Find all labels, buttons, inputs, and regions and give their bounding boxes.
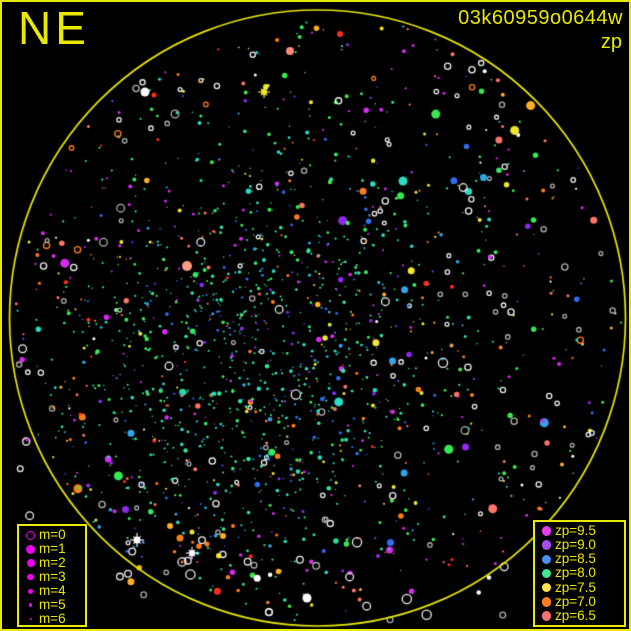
- legend-label: zp=9.0: [555, 537, 596, 553]
- legend-label: m=2: [39, 555, 66, 570]
- legend-entry: m=4: [22, 584, 82, 598]
- legend-label: zp=8.5: [555, 551, 596, 567]
- legend-entry: zp=8.5: [538, 552, 621, 566]
- zeropoint-legend: zp=9.5 zp=9.0 zp=8.5 zp=8.0 zp=7.5 zp=7.0 zp=6…: [533, 520, 626, 627]
- legend-label: zp=7.0: [555, 593, 596, 609]
- legend-label: m=4: [39, 583, 66, 598]
- legend-label: zp=9.5: [555, 523, 596, 539]
- filled-circle-symbol: [22, 559, 39, 567]
- legend-label: zp=7.5: [555, 579, 596, 595]
- legend-label: m=5: [39, 597, 66, 612]
- filled-circle-symbol: [538, 611, 555, 621]
- legend-label: m=3: [39, 569, 66, 584]
- filled-circle-symbol: [22, 618, 39, 620]
- filled-circle-symbol: [538, 568, 555, 579]
- legend-entry: m=3: [22, 570, 82, 584]
- legend-entry: zp=7.0: [538, 593, 621, 609]
- legend-entry: zp=9.5: [538, 524, 621, 538]
- filled-circle-symbol: [538, 540, 555, 550]
- legend-entry: m=0: [22, 528, 82, 542]
- legend-label: zp=8.0: [555, 565, 596, 581]
- legend-entry: zp=7.5: [538, 579, 621, 595]
- legend-entry: zp=9.0: [538, 538, 621, 552]
- legend-label: m=0: [39, 527, 66, 542]
- legend-entry: m=5: [22, 598, 82, 612]
- filled-circle-symbol: [22, 544, 39, 554]
- orientation-label: NE: [18, 2, 90, 54]
- legend-label: m=6: [39, 611, 66, 626]
- legend-entry: m=1: [22, 542, 82, 556]
- zp-units-label: zp: [600, 31, 622, 53]
- legend-entry: zp=6.5: [538, 607, 621, 623]
- magnitude-legend: m=0 m=1 m=2 m=3 m=4 m=5 m=6: [17, 524, 87, 627]
- open-circle-symbol: [22, 530, 39, 540]
- legend-entry: zp=8.0: [538, 566, 621, 580]
- filled-circle-symbol: [538, 597, 555, 607]
- plot-title: 03k60959o0644w: [458, 7, 623, 29]
- filled-circle-symbol: [22, 588, 39, 594]
- legend-label: m=1: [39, 541, 66, 556]
- filled-circle-symbol: [22, 603, 39, 607]
- legend-label: zp=6.5: [555, 607, 596, 623]
- legend-entry: m=2: [22, 556, 82, 570]
- filled-circle-symbol: [22, 573, 39, 581]
- filled-circle-symbol: [538, 554, 555, 565]
- legend-entry: m=6: [22, 612, 82, 626]
- filled-circle-symbol: [538, 526, 555, 536]
- filled-circle-symbol: [538, 582, 555, 593]
